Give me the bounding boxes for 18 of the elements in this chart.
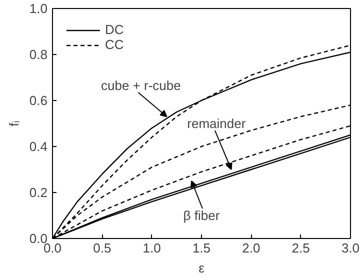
x-tick-label: 2.5 [292, 240, 310, 256]
y-tick-label: 0.6 [29, 93, 48, 108]
annotation: cube + r-cube [100, 78, 181, 94]
x-tick-label: 1.0 [142, 240, 161, 256]
y-tick-label: 0.4 [29, 139, 48, 154]
y-tick-label: 1.0 [29, 1, 48, 16]
y-tick-label: 0.2 [29, 185, 48, 200]
legend-label: CC [105, 37, 125, 52]
y-tick-label: 0.8 [29, 47, 48, 62]
x-tick-label: 1.5 [192, 240, 211, 256]
x-tick-label: 2.0 [242, 240, 260, 256]
annotation: remainder [187, 116, 246, 131]
legend-label: DC [105, 22, 125, 37]
x-axis-title: ε [198, 260, 205, 276]
annotation: β fiber [183, 208, 220, 223]
y-axis-title: fᵢ [6, 120, 22, 126]
x-tick-label: 0.5 [93, 240, 112, 256]
x-tick-label: 3.0 [341, 240, 360, 256]
